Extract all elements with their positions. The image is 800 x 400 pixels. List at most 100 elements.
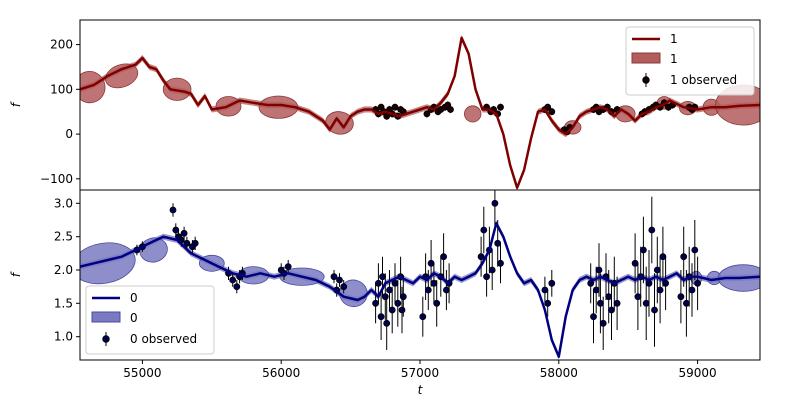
top-band-ellipse [464, 105, 482, 123]
bot-observed-point [595, 266, 603, 274]
top-legend-mean-label: 1 [670, 32, 678, 46]
top-y-tick-label: −100 [40, 172, 73, 186]
bot-observed-point [433, 299, 441, 307]
bottom-mean-layer [80, 222, 760, 358]
bot-observed-point [608, 306, 615, 314]
bot-observed-point [379, 273, 386, 281]
x-tick-label: 57000 [401, 366, 439, 380]
bottom-legend-frame [85, 285, 215, 355]
bot-observed-point [642, 299, 650, 307]
bot-observed-point [233, 283, 241, 291]
bot-observed-point [691, 246, 699, 254]
bot-observed-point [284, 263, 292, 271]
bot-observed-point [688, 286, 696, 294]
bot-observed-point [613, 299, 621, 307]
bot-observed-point [497, 259, 504, 267]
bot-y-tick-label: 1.0 [54, 330, 73, 344]
top-observed-point [447, 106, 454, 113]
top-band-ellipse [105, 63, 139, 89]
bot-observed-point [386, 286, 393, 294]
bot-observed-point [172, 226, 180, 234]
bot-observed-point [648, 226, 656, 234]
bot-y-tick-label: 1.5 [54, 296, 73, 310]
bot-y-tick-label: 3.0 [54, 196, 73, 210]
bot-observed-point [548, 279, 556, 287]
bot-y-tick-label: 2.5 [54, 230, 73, 244]
bottom-y-axis-ticks: 1.0 1.5 2.0 2.5 3.0 [54, 196, 80, 344]
bot-band-ellipse [80, 242, 136, 285]
top-mean-line [80, 36, 760, 190]
bot-observed-point [394, 299, 402, 307]
bot-observed-point [388, 306, 396, 314]
bottom-axes-frame [79, 189, 761, 361]
bot-observed-point [330, 273, 338, 281]
top-y-axis-ticks: −100 0 100 200 [40, 38, 80, 186]
bottom-legend-observed-marker [102, 335, 110, 343]
bot-observed-point [680, 253, 688, 261]
top-legend-band-label: 1 [670, 52, 678, 66]
top-observed-point [391, 103, 399, 111]
bot-observed-point [494, 239, 502, 247]
bottom-x-axis-ticks: 55000 56000 57000 58000 59000 [123, 360, 717, 380]
bot-observed-point [683, 299, 690, 307]
bot-observed-point [590, 313, 597, 321]
bot-observed-point [483, 273, 491, 281]
x-tick-label: 58000 [540, 366, 578, 380]
bot-observed-point [587, 279, 595, 287]
bot-observed-point [631, 259, 639, 267]
bot-observed-point [336, 276, 343, 284]
bottom-legend-band-swatch [91, 311, 121, 323]
bottom-legend-band-label: 0 [130, 311, 138, 325]
bot-observed-point [229, 276, 237, 284]
bot-observed-point [419, 313, 427, 321]
bottom-legend: 0 0 0 observed [85, 285, 215, 355]
bot-observed-point [640, 246, 647, 254]
top-panel: −100 0 100 200 f 1 1 1 observed [9, 19, 761, 191]
bot-observed-point [599, 319, 607, 327]
bot-observed-point [694, 279, 701, 287]
bot-observed-point [183, 239, 191, 247]
top-observed-point [544, 103, 552, 111]
top-mean-layer [80, 36, 760, 190]
bot-observed-point [427, 259, 435, 267]
top-legend-frame [625, 26, 755, 96]
bot-mean-line [80, 222, 760, 358]
bot-observed-point [491, 199, 499, 207]
bot-observed-point [340, 283, 348, 291]
top-observed-point [548, 108, 556, 116]
bot-observed-point [191, 239, 199, 247]
bot-observed-point [383, 319, 391, 327]
bot-observed-point [424, 286, 432, 294]
bot-observed-point [634, 293, 642, 301]
top-band-ribbon [80, 34, 760, 190]
top-legend-observed-label: 1 observed [670, 73, 737, 87]
bot-observed-point [656, 286, 664, 294]
bot-observed-point [651, 306, 658, 314]
bot-observed-point [372, 299, 380, 307]
bot-observed-point [180, 229, 188, 237]
top-observed-point [423, 110, 431, 118]
bot-observed-point [597, 299, 604, 307]
bot-observed-point [677, 293, 685, 301]
bot-observed-point [442, 286, 450, 294]
bot-observed-point [541, 286, 549, 294]
bot-observed-point [377, 313, 385, 321]
bot-observed-point [592, 286, 600, 294]
bot-observed-point [399, 293, 407, 301]
bot-observed-point [605, 293, 613, 301]
top-y-tick-label: 0 [65, 127, 73, 141]
x-axis-label: t [418, 383, 424, 397]
top-y-axis-label: f [9, 101, 23, 107]
bot-observed-point [398, 306, 406, 314]
top-legend: 1 1 1 observed [625, 26, 755, 96]
bot-y-tick-label: 2.0 [54, 263, 73, 277]
bot-observed-point [381, 293, 389, 301]
x-tick-label: 55000 [123, 366, 161, 380]
top-observed-point [497, 103, 504, 111]
bot-observed-point [477, 253, 485, 261]
bot-observed-point [662, 279, 669, 287]
bot-observed-point [544, 299, 552, 307]
top-legend-band-swatch [631, 52, 661, 64]
bottom-legend-mean-label: 0 [130, 291, 138, 305]
bottom-y-axis-label: f [9, 271, 23, 277]
